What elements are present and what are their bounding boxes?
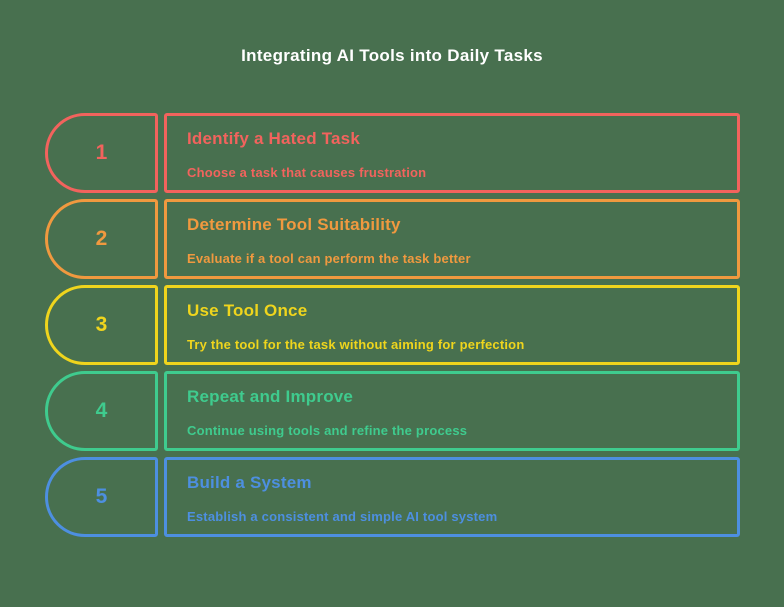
diagram-title: Integrating AI Tools into Daily Tasks	[241, 46, 543, 65]
step-description: Evaluate if a tool can perform the task …	[187, 251, 471, 266]
step-description: Choose a task that causes frustration	[187, 165, 427, 180]
step-description: Establish a consistent and simple AI too…	[187, 509, 498, 524]
step-row-1: 1 Identify a Hated Task Choose a task th…	[45, 113, 740, 193]
step-title: Use Tool Once	[187, 301, 308, 320]
steps-list: 1 Identify a Hated Task Choose a task th…	[45, 113, 740, 537]
step-card: Identify a Hated Task Choose a task that…	[164, 113, 740, 193]
step-number-badge: 3	[45, 285, 158, 365]
step-title: Identify a Hated Task	[187, 129, 360, 148]
step-number-badge: 2	[45, 199, 158, 279]
step-row-4: 4 Repeat and Improve Continue using tool…	[45, 371, 740, 451]
step-number: 3	[95, 313, 108, 336]
step-card: Build a System Establish a consistent an…	[164, 457, 740, 537]
step-title: Determine Tool Suitability	[187, 215, 401, 234]
step-number-badge: 1	[45, 113, 158, 193]
step-card: Repeat and Improve Continue using tools …	[164, 371, 740, 451]
step-description: Try the tool for the task without aiming…	[187, 337, 525, 352]
step-title: Build a System	[187, 473, 312, 492]
step-card: Use Tool Once Try the tool for the task …	[164, 285, 740, 365]
step-number: 5	[95, 485, 108, 508]
step-row-3: 3 Use Tool Once Try the tool for the tas…	[45, 285, 740, 365]
step-row-2: 2 Determine Tool Suitability Evaluate if…	[45, 199, 740, 279]
step-number: 4	[95, 399, 108, 422]
step-number: 1	[95, 141, 108, 164]
step-card: Determine Tool Suitability Evaluate if a…	[164, 199, 740, 279]
step-title: Repeat and Improve	[187, 387, 354, 406]
step-number-badge: 4	[45, 371, 158, 451]
step-number-badge: 5	[45, 457, 158, 537]
step-row-5: 5 Build a System Establish a consistent …	[45, 457, 740, 537]
step-description: Continue using tools and refine the proc…	[187, 423, 468, 438]
step-number: 2	[95, 227, 108, 250]
